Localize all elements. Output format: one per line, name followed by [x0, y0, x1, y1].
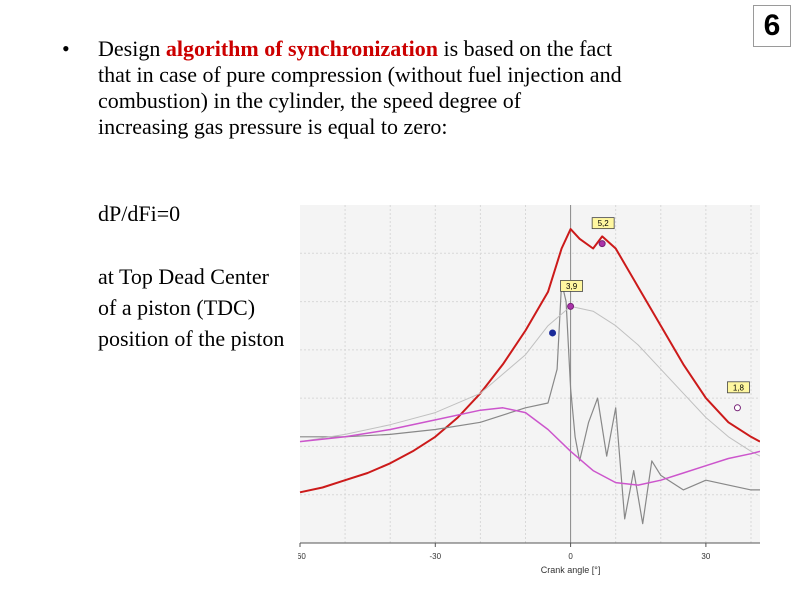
text-after-highlight: is based on the fact	[437, 36, 613, 61]
pressure-chart: 5,2 3,9 1,8 -60 -30 0 30 Crank angle [°]	[298, 205, 760, 575]
marker-label-box	[727, 381, 750, 394]
start-point	[549, 329, 557, 337]
magenta-curve	[299, 407, 760, 486]
chart-svg: 5,2 3,9 1,8 -60 -30 0 30 Crank angle [°]	[298, 205, 760, 575]
marker-label-box	[591, 217, 615, 230]
text-before-highlight: Design	[98, 36, 166, 61]
bullet-line-4: increasing gas pressure is equal to zero…	[98, 114, 448, 139]
pressure-curve	[299, 228, 760, 494]
tdc-line-1: at Top Dead Center	[98, 264, 269, 289]
marker-label: 5,2	[598, 219, 610, 228]
marker-label: 1,8	[733, 383, 745, 392]
marker-label: 3,9	[566, 282, 578, 291]
bullet-line-3: combustion) in the cylinder, the speed d…	[98, 88, 522, 113]
derivative-curve	[300, 281, 760, 525]
plot-background	[300, 205, 760, 543]
x-axis-title: Crank angle [°]	[541, 565, 601, 575]
marker-point	[598, 240, 606, 248]
slide-number: 6	[753, 5, 791, 47]
formula: dP/dFi=0	[98, 201, 181, 226]
bullet-paragraph: Design algorithm of synchronization is b…	[98, 36, 748, 140]
bullet-line-1: Design algorithm of synchronization is b…	[98, 36, 748, 62]
x-tick-label: 0	[568, 552, 573, 561]
marker-point	[733, 404, 741, 412]
tdc-line-3: position of the piston	[98, 326, 285, 351]
bullet-line-2: that in case of pure compression (withou…	[98, 62, 622, 87]
x-tick-label: -30	[430, 552, 442, 561]
marker-point	[567, 302, 575, 310]
marker-label-box	[560, 280, 583, 292]
highlight-text: algorithm of synchronization	[165, 36, 438, 61]
x-tick-label: -60	[298, 552, 306, 561]
tdc-line-2: of a piston (TDC)	[98, 295, 256, 320]
compression-curve	[299, 305, 760, 457]
x-tick-label: 30	[701, 552, 710, 561]
bullet-dot: •	[62, 36, 70, 61]
